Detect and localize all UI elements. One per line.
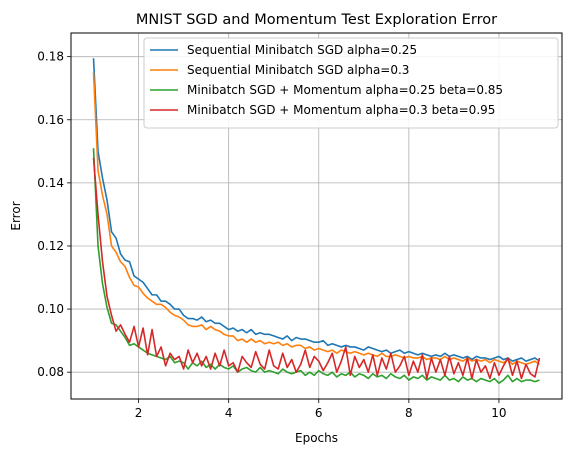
y-axis-title: Error: [9, 201, 23, 230]
x-tick-label: 8: [405, 406, 413, 420]
x-tick-label: 6: [315, 406, 323, 420]
series-line-2: [92, 72, 540, 366]
plot-frame: [70, 32, 563, 400]
legend-label: Minibatch SGD + Momentum alpha=0.3 beta=…: [187, 103, 495, 117]
y-tick-label: 0.12: [37, 239, 64, 253]
y-tick-label: 0.08: [37, 365, 64, 379]
legend-box: [143, 37, 559, 129]
legend-label: Minibatch SGD + Momentum alpha=0.25 beta…: [187, 83, 503, 97]
y-tick-label: 0.16: [37, 113, 64, 127]
x-tick-label: 4: [225, 406, 233, 420]
x-axis-ticks: 2 4 6 8 10: [135, 399, 507, 420]
y-tick-label: 0.10: [37, 302, 64, 316]
series-line-1: [92, 58, 540, 362]
legend-label: Sequential Minibatch SGD alpha=0.3: [187, 63, 409, 77]
x-tick-label: 10: [491, 406, 506, 420]
x-axis-title: Epochs: [295, 431, 338, 445]
y-tick-label: 0.14: [37, 176, 64, 190]
y-tick-label: 0.18: [37, 50, 64, 64]
legend-label: Sequential Minibatch SGD alpha=0.25: [187, 43, 417, 57]
legend: Sequential Minibatch SGD alpha=0.25 Seque…: [143, 37, 559, 129]
x-tick-label: 2: [135, 406, 143, 420]
series-line-4: [92, 157, 541, 380]
chart-title: MNIST SGD and Momentum Test Exploration …: [136, 12, 497, 28]
y-axis-ticks: 0.08 0.10 0.12 0.14 0.16 0.18: [37, 50, 71, 379]
series-lines: [92, 58, 541, 385]
